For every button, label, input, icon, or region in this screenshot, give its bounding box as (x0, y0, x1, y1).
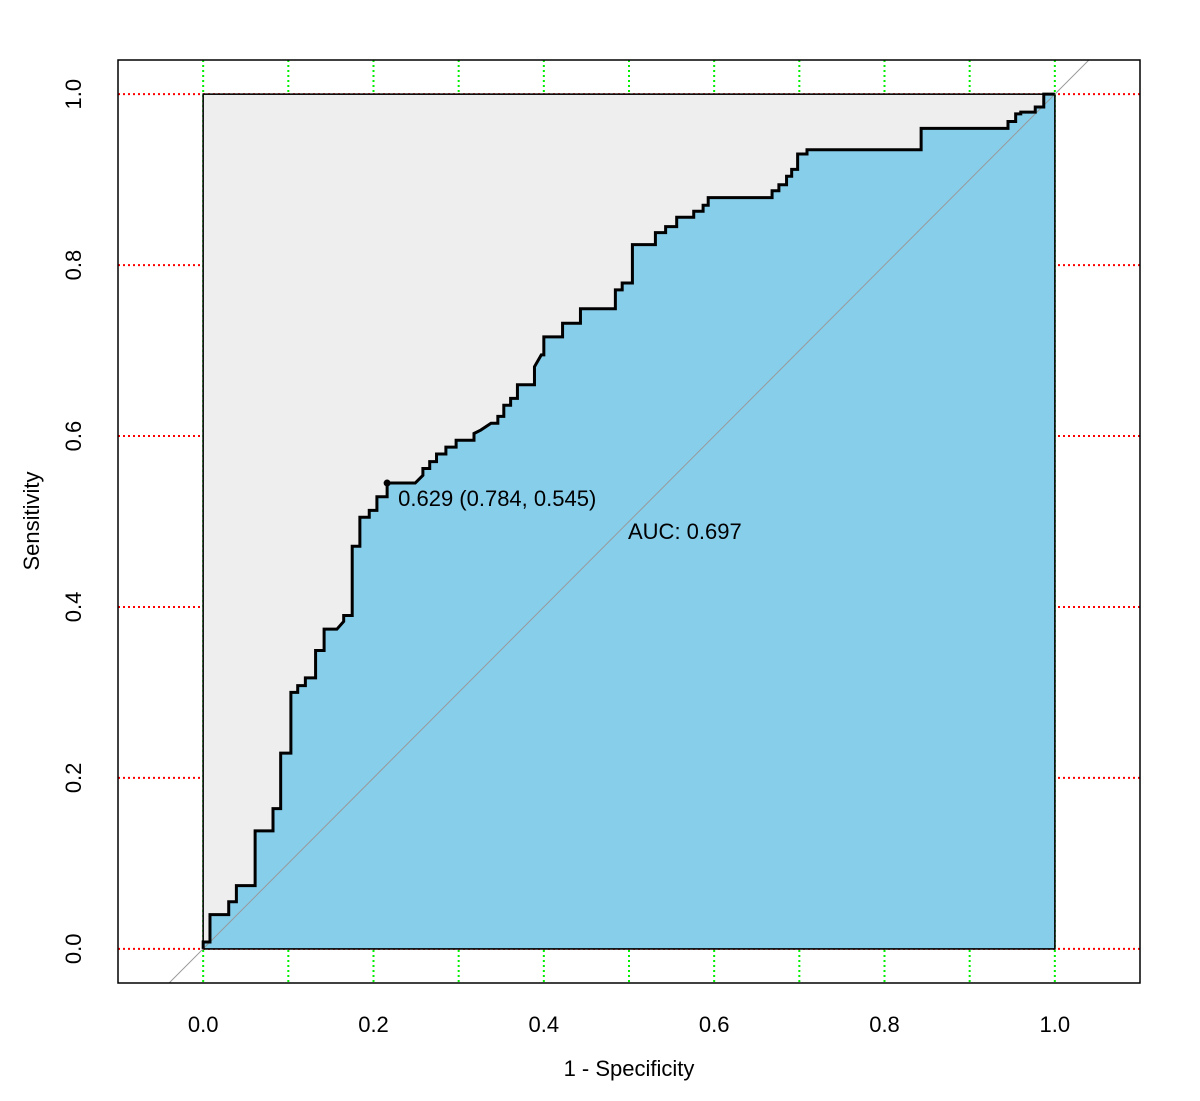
x-tick-label: 0.6 (699, 1012, 730, 1037)
y-tick-label: 0.4 (61, 592, 86, 623)
x-tick-label: 0.8 (869, 1012, 900, 1037)
x-tick-label: 1.0 (1040, 1012, 1071, 1037)
y-tick-label: 0.0 (61, 934, 86, 965)
x-tick-label: 0.0 (188, 1012, 219, 1037)
y-tick-label: 1.0 (61, 79, 86, 110)
y-axis-title: Sensitivity (19, 471, 44, 570)
x-tick-label: 0.4 (529, 1012, 560, 1037)
best-threshold-label: 0.629 (0.784, 0.545) (398, 486, 596, 511)
x-tick-label: 0.2 (358, 1012, 389, 1037)
diagonal (168, 60, 1090, 983)
auc-label: AUC: 0.697 (628, 519, 742, 544)
best-threshold-point (383, 479, 391, 487)
y-tick-label: 0.2 (61, 763, 86, 794)
plot-frame (117, 59, 1141, 984)
y-tick-label: 0.6 (61, 421, 86, 452)
y-tick-label: 0.8 (61, 250, 86, 281)
plot-area (118, 60, 1140, 983)
roc-curve (201, 92, 1055, 949)
x-axis-title: 1 - Specificity (564, 1056, 695, 1081)
